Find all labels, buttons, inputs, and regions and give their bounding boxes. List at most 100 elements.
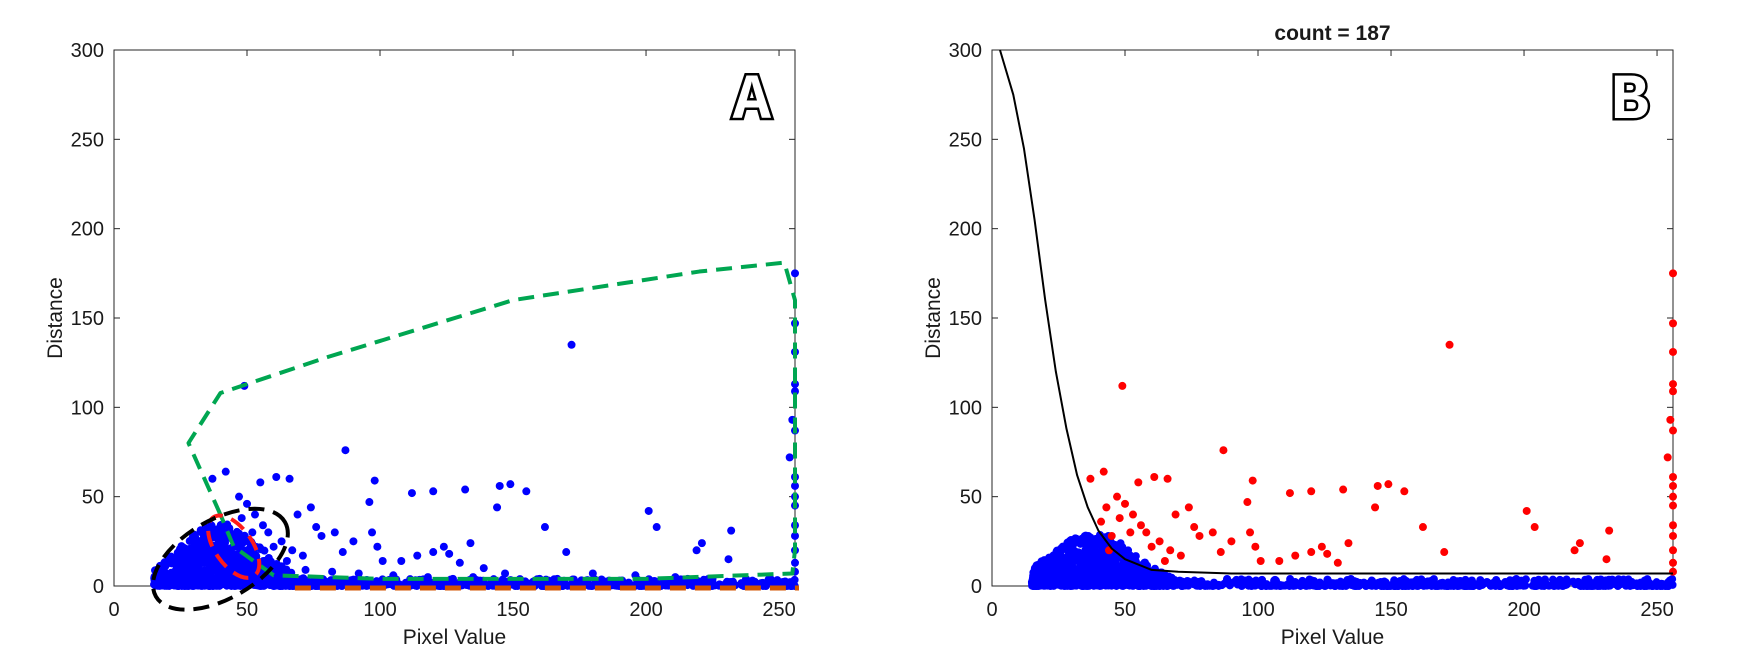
data-point-red-b (1605, 526, 1614, 535)
data-point-blue-b (1657, 580, 1666, 589)
data-point-red-b (1107, 531, 1116, 540)
data-point-blue-b (1305, 575, 1314, 584)
data-point-red-b (1669, 347, 1677, 356)
data-point-blue-b (1540, 581, 1549, 590)
data-point-a (247, 567, 256, 576)
data-point-a (501, 569, 510, 578)
data-point-blue-b (1477, 579, 1486, 588)
data-point-red-b (1275, 556, 1284, 565)
data-point-a (190, 531, 199, 540)
data-point-red-b (1136, 521, 1145, 530)
data-point-blue-b (1134, 581, 1143, 590)
data-point-blue-b (1082, 569, 1091, 578)
data-point-red-b (1086, 474, 1095, 483)
data-point-a (341, 446, 350, 455)
data-point-red-b (1333, 558, 1342, 567)
data-point-blue-b (1104, 572, 1113, 581)
data-point-a (373, 542, 382, 551)
data-point-a (330, 528, 339, 537)
data-point-a (317, 531, 326, 540)
data-point-a (189, 564, 198, 573)
data-point-blue-b (1517, 576, 1526, 585)
data-point-a (288, 546, 297, 555)
data-point-red-b (1570, 546, 1579, 555)
data-point-red-b (1575, 539, 1584, 548)
data-point-a (269, 542, 278, 551)
data-point-blue-b (1382, 581, 1391, 590)
data-point-red-b (1344, 539, 1353, 548)
data-point-blue-b (1313, 581, 1322, 590)
y-tick-label-a: 50 (82, 487, 104, 509)
data-point-a (243, 499, 252, 508)
data-point-blue-b (1287, 578, 1296, 587)
data-point-blue-b (1033, 567, 1042, 576)
data-point-red-b (1669, 426, 1677, 435)
x-tick-label-b: 50 (1114, 599, 1136, 621)
data-point-blue-b (1389, 581, 1398, 590)
data-point-a (429, 487, 438, 496)
data-point-blue-b (1084, 532, 1093, 541)
data-point-red-b (1097, 517, 1106, 526)
data-point-red-b (1099, 467, 1108, 476)
x-axis-label-a: Pixel Value (403, 626, 507, 649)
y-tick-label-b: 150 (949, 308, 982, 330)
data-point-a (624, 578, 633, 587)
data-point-blue-b (1648, 581, 1657, 590)
data-point-a (237, 565, 246, 574)
data-point-a (256, 478, 265, 487)
data-point-blue-b (1459, 580, 1468, 589)
data-point-a (461, 485, 470, 494)
data-point-red-b (1371, 503, 1380, 512)
data-point-red-b (1285, 489, 1294, 498)
data-point-a (203, 567, 212, 576)
data-point-a (348, 576, 357, 585)
data-point-a (495, 481, 504, 490)
data-point-blue-b (1080, 579, 1089, 588)
data-point-blue-b (1045, 554, 1054, 563)
data-point-a (652, 523, 661, 532)
axes-box-b (991, 49, 1674, 587)
data-point-red-b (1160, 556, 1169, 565)
x-tick-label-b: 250 (1640, 599, 1673, 621)
data-point-a (378, 556, 387, 565)
x-tick-label-a: 100 (363, 599, 396, 621)
data-point-a (301, 565, 310, 574)
data-point-blue-b (1056, 556, 1065, 565)
data-point-a (540, 523, 549, 532)
data-point-blue-b (1196, 579, 1205, 588)
data-point-red-b (1147, 542, 1156, 551)
data-point-red-b (1256, 556, 1265, 565)
data-point-a (248, 528, 257, 537)
data-point-blue-b (1041, 565, 1050, 574)
data-point-a (213, 533, 222, 542)
data-point-a (445, 549, 454, 558)
x-tick-label-a: 250 (762, 599, 795, 621)
data-point-blue-b (1469, 581, 1478, 590)
data-point-a (562, 548, 571, 557)
data-point-red-b (1669, 521, 1677, 530)
data-point-blue-b (1234, 579, 1243, 588)
data-point-a (466, 539, 475, 548)
black-region-ellipse (150, 506, 290, 612)
data-point-blue-b (1136, 565, 1145, 574)
data-point-a (336, 578, 345, 587)
data-point-a (684, 579, 693, 588)
data-point-red-b (1190, 523, 1199, 532)
x-tick-label-b: 200 (1507, 599, 1540, 621)
x-axis-label-b: Pixel Value (1281, 626, 1385, 649)
data-point-red-b (1195, 531, 1204, 540)
data-point-blue-b (1450, 581, 1459, 590)
data-point-blue-b (1422, 578, 1431, 587)
data-point-red-b (1155, 537, 1164, 546)
data-point-blue-b (1033, 580, 1042, 589)
data-point-blue-b (1189, 580, 1198, 589)
data-point-a (522, 487, 531, 496)
data-point-red-b (1128, 510, 1137, 519)
y-tick-label-b: 100 (949, 397, 982, 419)
data-point-a (285, 474, 294, 483)
data-point-a (596, 576, 605, 585)
x-tick-label-b: 150 (1374, 599, 1407, 621)
data-point-a (312, 523, 321, 532)
data-point-a (588, 569, 597, 578)
panel-a-chart: Distance Pixel Value 0 50 100 150 200 250 0 50 1… (44, 40, 799, 649)
